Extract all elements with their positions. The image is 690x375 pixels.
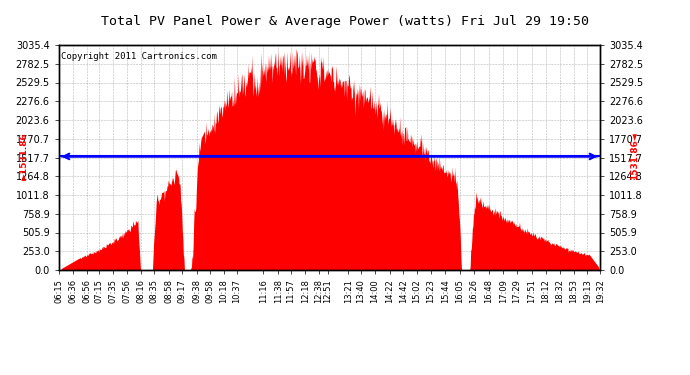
Text: Copyright 2011 Cartronics.com: Copyright 2011 Cartronics.com bbox=[61, 52, 217, 61]
Text: ►1531.86: ►1531.86 bbox=[20, 133, 29, 180]
Text: Total PV Panel Power & Average Power (watts) Fri Jul 29 19:50: Total PV Panel Power & Average Power (wa… bbox=[101, 15, 589, 28]
Text: 1531.86◄: 1531.86◄ bbox=[630, 133, 639, 180]
